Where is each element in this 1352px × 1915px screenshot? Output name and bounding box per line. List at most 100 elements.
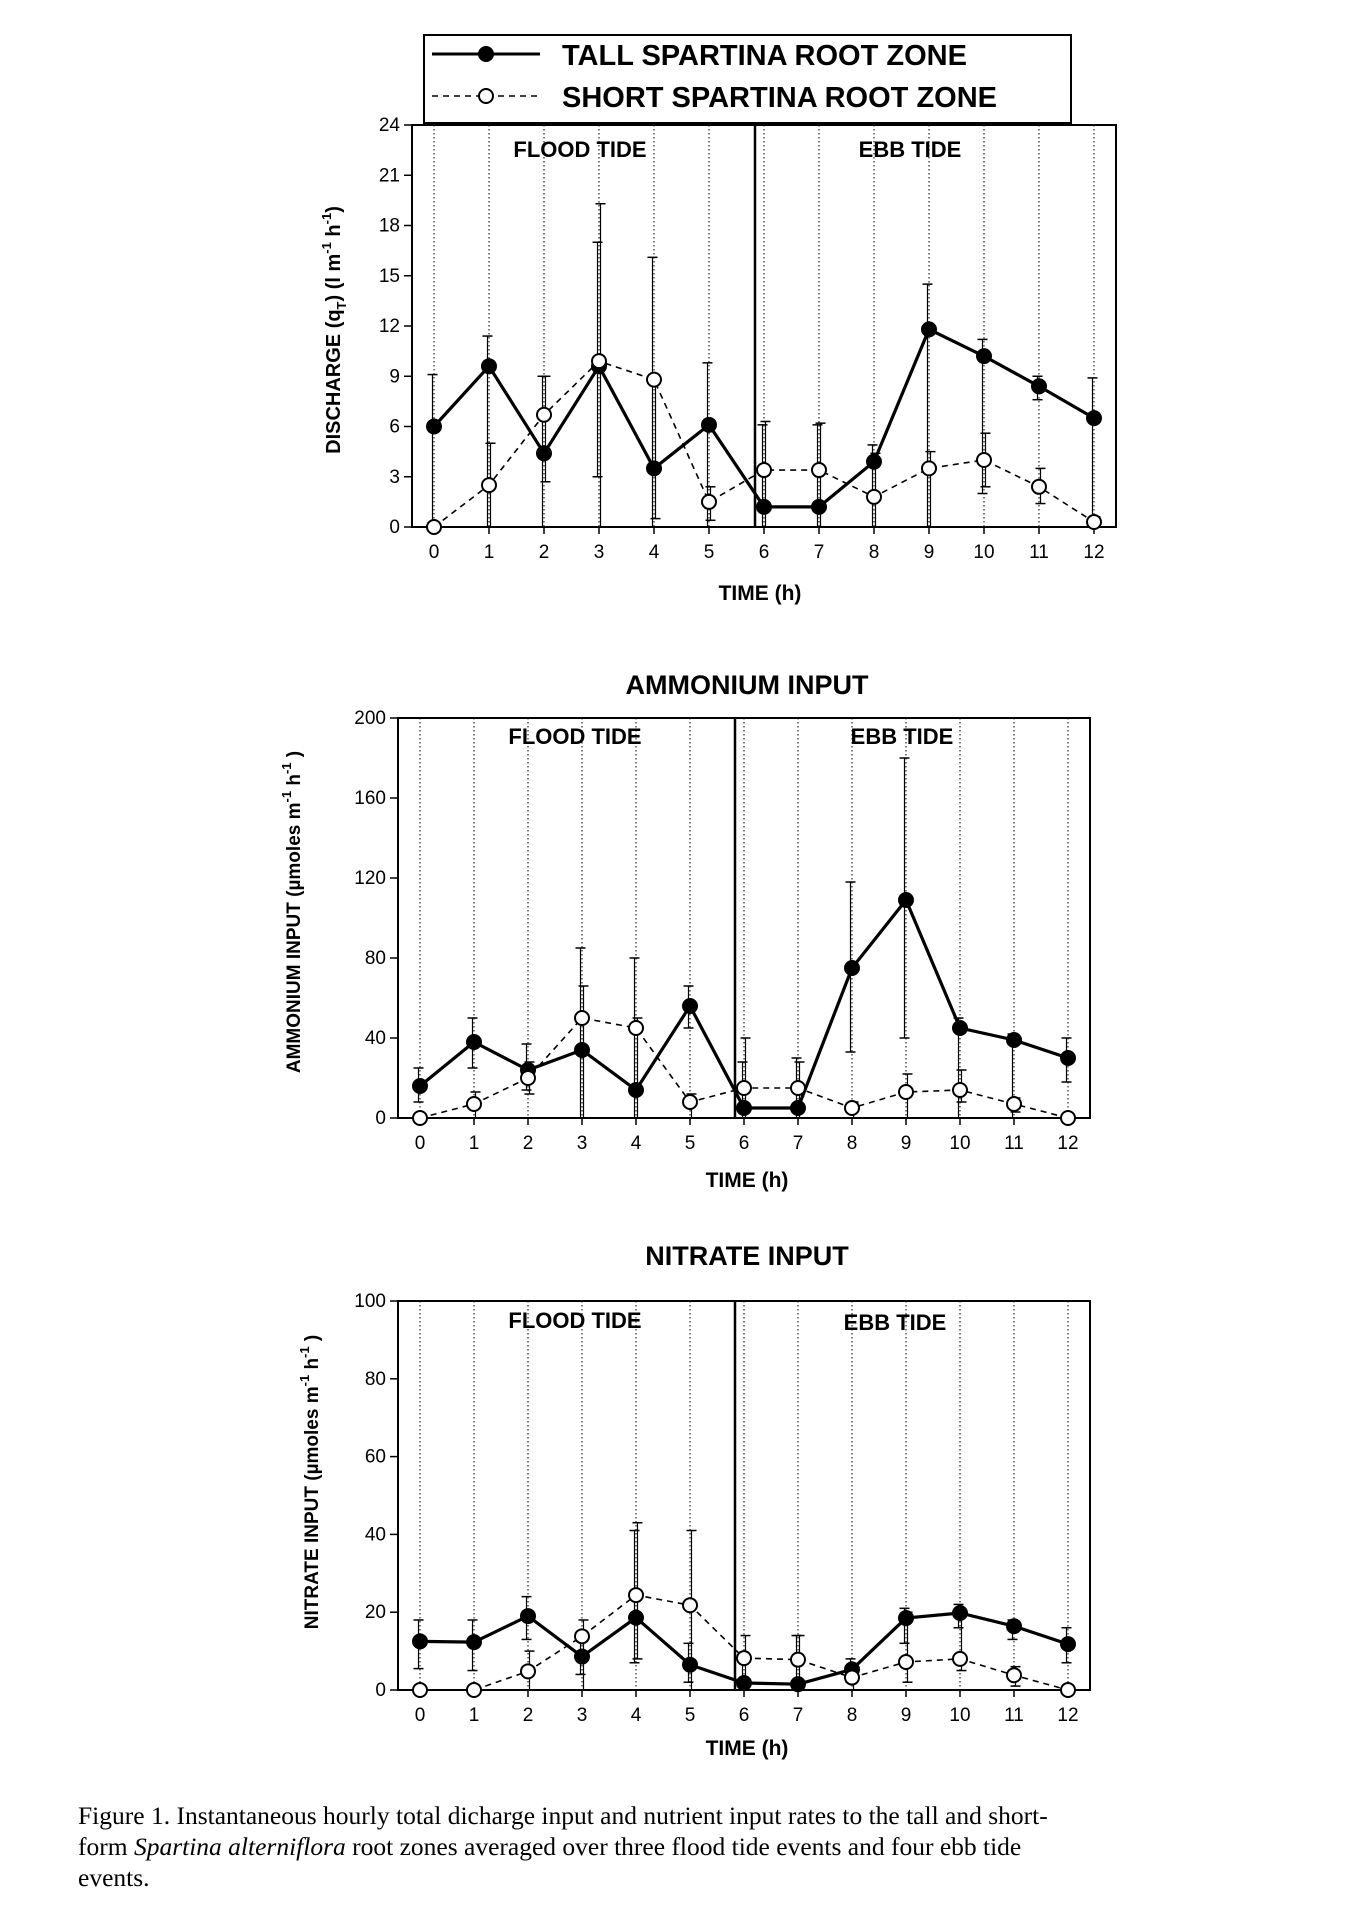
x-tick-label: 7 [793,1705,804,1726]
tall-data-point [1060,1636,1076,1653]
caption-line-1: Figure 1. Instantaneous hourly total dic… [78,1801,1048,1830]
x-tick-label: 10 [949,1705,970,1726]
caption-line-3: events. [78,1863,150,1892]
ebb-tide-label: EBB TIDE [851,724,954,749]
x-tick-label: 5 [704,542,715,563]
short-data-point [412,1682,428,1698]
short-data-point [466,1096,482,1112]
short-data-point [898,1084,914,1100]
short-data-point [682,1597,698,1614]
y-tick-label: 24 [379,115,401,136]
y-tick-label: 3 [389,467,400,488]
short-data-point [536,406,552,423]
x-tick-label: 2 [523,1133,534,1154]
x-tick-label: 8 [847,1705,858,1726]
chart-title: NITRATE INPUT [645,1241,849,1271]
short-data-point [756,462,772,479]
x-tick-label: 9 [924,542,935,563]
tall-data-point [682,1656,698,1673]
short-data-point [466,1682,482,1698]
y-tick-label: 9 [389,366,400,387]
legend: TALL SPARTINA ROOT ZONE SHORT SPARTINA R… [423,34,1072,124]
y-tick-label: 40 [365,1524,386,1545]
x-tick-label: 12 [1083,542,1104,563]
tall-data-point [412,1078,428,1094]
x-tick-label: 0 [415,1133,426,1154]
short-data-point [736,1080,752,1096]
x-tick-label: 12 [1057,1133,1078,1154]
x-tick-label: 4 [631,1705,642,1726]
tall-data-point [756,498,772,515]
ebb-tide-label: EBB TIDE [844,1310,947,1335]
x-tick-label: 1 [469,1705,480,1726]
y-tick-label: 0 [389,517,400,538]
x-tick-label: 1 [484,542,495,563]
y-tick-label: 0 [375,1108,386,1129]
tall-data-point [952,1020,968,1036]
x-tick-label: 8 [869,542,880,563]
y-tick-label: 100 [354,1291,386,1312]
tall-data-point [481,358,497,375]
tall-data-point [898,892,914,908]
tall-data-point [811,498,827,515]
x-tick-label: 11 [1004,1133,1024,1154]
x-tick-label: 10 [949,1133,970,1154]
tall-data-point [736,1674,752,1691]
tall-data-point [1006,1032,1022,1048]
tall-data-point [646,460,662,477]
x-tick-label: 5 [685,1133,696,1154]
x-tick-label: 2 [539,542,550,563]
short-data-point [1086,513,1102,530]
x-tick-label: 1 [469,1133,480,1154]
tall-data-point [682,998,698,1014]
short-data-point [701,493,717,510]
short-data-point [520,1070,536,1086]
y-tick-label: 15 [379,266,400,287]
tall-data-point [628,1609,644,1626]
y-axis-label: DISCHARGE (qT) (l m-1 h-1) [319,206,349,454]
tall-data-point [1060,1050,1076,1066]
tall-data-point [898,1610,914,1627]
short-data-point [844,1669,860,1686]
tall-data-point [701,416,717,433]
tall-data-point [736,1100,752,1116]
tall-data-point [1006,1618,1022,1635]
x-tick-label: 0 [415,1705,426,1726]
caption-line-2: form Spartina alterniflora root zones av… [78,1832,1022,1861]
x-tick-label: 3 [577,1705,588,1726]
discharge-chart: FLOOD TIDE EBB TIDE TIME (h) DISCHARGE (… [319,115,1117,605]
y-tick-label: 80 [365,948,386,969]
short-data-point [736,1650,752,1667]
tall-data-point [1031,378,1047,395]
y-tick-label: 160 [354,788,386,809]
short-data-point [591,353,607,370]
x-axis-label: TIME (h) [706,1737,789,1760]
x-tick-label: 7 [793,1133,804,1154]
x-tick-label: 0 [429,542,440,563]
x-tick-label: 5 [685,1705,696,1726]
y-tick-label: 200 [354,708,386,729]
x-tick-label: 2 [523,1705,534,1726]
short-data-point [866,488,882,505]
x-tick-label: 11 [1029,542,1049,563]
short-data-point [426,519,442,535]
x-tick-label: 11 [1004,1705,1024,1726]
x-tick-label: 9 [901,1705,912,1726]
short-data-point [574,1010,590,1026]
y-tick-label: 40 [365,1028,386,1049]
short-data-point [628,1020,644,1036]
flood-tide-label: FLOOD TIDE [508,1308,641,1333]
short-data-point [952,1650,968,1667]
short-data-point [1060,1110,1076,1126]
short-data-point [790,1651,806,1668]
short-data-point [574,1628,590,1645]
x-tick-label: 3 [577,1133,588,1154]
tall-data-point [976,348,992,365]
short-data-point [976,452,992,468]
x-tick-label: 6 [739,1705,750,1726]
x-tick-label: 7 [814,542,825,563]
y-axis-label: AMMONIUM INPUT (µmoles m-1 h-1 ) [279,751,305,1073]
tall-data-point [574,1042,590,1058]
tall-data-point [412,1633,428,1650]
